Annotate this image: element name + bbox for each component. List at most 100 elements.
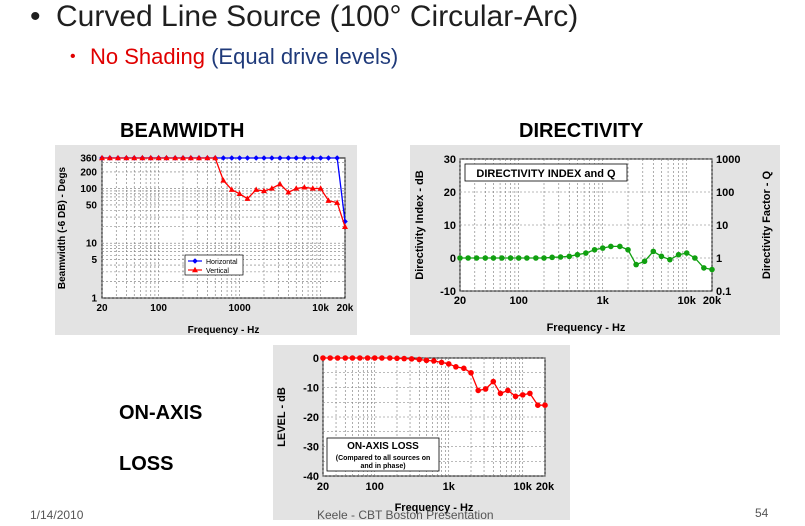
chart-subtitle-2: and in phase) (360, 463, 405, 470)
x-tick-label: 20k (536, 481, 555, 493)
beam-series-1-point (220, 177, 227, 183)
beam-series-1-point (285, 189, 292, 195)
directivity-title: DIRECTIVITY (519, 120, 644, 142)
loss-series-0-point (349, 355, 356, 361)
loss-series-0-point (461, 365, 467, 372)
loss-series-0-point (342, 355, 349, 361)
loss-series-0-point (482, 386, 489, 392)
di-series-0-point (599, 245, 606, 251)
y-axis-label: LEVEL - dB (276, 387, 288, 447)
x-tick-label: 100 (366, 481, 384, 493)
di-series-0-point (490, 255, 497, 261)
beam-series-1-point (261, 187, 267, 194)
y-tick-label: -40 (303, 471, 319, 483)
chart-title-box (326, 437, 440, 472)
beam-series-1-point (106, 154, 113, 161)
y-axis-label: Beamwidth (-6 DB) - Degs (57, 166, 68, 289)
y2-tick-label: 10 (716, 220, 728, 232)
loss-series-0-point (334, 355, 341, 361)
di-series-0-point (574, 251, 581, 258)
bullet-2-red-text: No Shading (90, 44, 205, 69)
beam-series-1-point (253, 186, 260, 192)
beam-series-0-point (220, 155, 227, 161)
loss-series-0-point (535, 402, 541, 408)
y-tick-label: 10 (86, 239, 98, 250)
beamwidth-title: BEAMWIDTH (120, 120, 245, 142)
x-axis-label: Frequency - Hz (188, 325, 260, 335)
di-series-0-point (557, 254, 564, 260)
chart-title-box (464, 163, 628, 182)
di-series-0-point (457, 255, 463, 261)
y-tick-label: 30 (444, 154, 456, 166)
onaxis-label-1: ON-AXIS (119, 402, 203, 424)
di-series-0-point (566, 253, 573, 260)
y-tick-label: 100 (80, 184, 97, 195)
y-axis-label: Directivity Index - dB (414, 170, 426, 279)
loss-series-0-point (453, 364, 459, 370)
chart-title: ON-AXIS LOSS (347, 441, 419, 452)
bullet-1-text: Curved Line Source (100° Circular-Arc) (56, 0, 579, 33)
loss-series-0-point (387, 355, 393, 361)
loss-series-0-point (423, 357, 430, 364)
x-tick-label: 100 (510, 295, 528, 307)
beam-series-1-point (147, 154, 154, 161)
beamwidth-chart: 20 100 1000 10k 20k 1 5 10 50 100 200 360 Frequency … (57, 154, 354, 337)
y2-tick-label: 1 (716, 253, 722, 265)
beam-series-1-point (268, 185, 275, 191)
loss-series-0-point (327, 355, 333, 361)
di-series-0-point (515, 255, 522, 261)
y-tick-label: -10 (440, 286, 456, 298)
di-series-0-point (533, 255, 539, 261)
beam-series-0-point (269, 155, 275, 161)
beam-series-1-point (293, 185, 300, 191)
loss-series-0-point (505, 387, 511, 394)
y-tick-label: 0 (313, 353, 319, 365)
beam-series-0-point (334, 155, 340, 161)
loss-series-0-point (379, 355, 385, 361)
loss-series-0-point (475, 387, 481, 394)
beam-series-1-point (187, 154, 194, 161)
x-axis-label: Frequency - Hz (395, 502, 474, 514)
di-series-0-point (541, 255, 547, 261)
di-series-0-point (507, 255, 514, 261)
y-tick-label: 0 (450, 253, 456, 265)
chart-title: DIRECTIVITY INDEX and Q (476, 168, 616, 180)
loss-series-0-point (371, 355, 378, 361)
legend-marker (192, 258, 198, 264)
x-tick-label: 10k (514, 481, 533, 493)
legend-label: Vertical (206, 268, 229, 275)
loss-series-0-point (364, 355, 371, 361)
di-series-0-point (591, 246, 598, 253)
beam-series-1-point (114, 154, 121, 161)
beam-series-1-point (301, 184, 308, 190)
beam-series-1-point (163, 154, 170, 161)
loss-series-0-point (394, 355, 400, 362)
loss-series-0-point (490, 378, 497, 385)
loss-series-0-point (438, 359, 445, 366)
beam-series-0-point (236, 155, 243, 161)
page-number: 54 (755, 506, 769, 520)
beam-series-1-point (212, 154, 219, 161)
beam-series-1-point (236, 190, 243, 196)
di-series-0-point (473, 255, 480, 261)
beam-series-1-point (195, 154, 202, 161)
di-series-0-point (633, 261, 639, 268)
y2-tick-label: 1000 (716, 154, 740, 166)
x-tick-label: 20 (96, 303, 108, 314)
beam-series-1-point (131, 154, 138, 161)
beam-series-1-point (228, 186, 235, 192)
beam-series-1-point (325, 197, 332, 203)
di-series-0-point (524, 255, 530, 261)
beamwidth-panel: 20 100 1000 10k 20k 1 5 10 50 100 200 360 Frequency … (55, 145, 357, 337)
y2-axis-label: Directivity Factor - Q (761, 170, 773, 279)
beam-series-1-point (139, 154, 146, 161)
beam-series-1-point (244, 195, 251, 201)
x-tick-label: 20 (317, 481, 329, 493)
beam-series-0-point (293, 155, 300, 161)
y-tick-label: 200 (80, 167, 97, 178)
y-tick-label: 20 (444, 187, 456, 199)
beam-series-1-point (180, 154, 186, 161)
beam-series-0-point (309, 155, 316, 161)
beam-series-1-point (204, 154, 211, 161)
di-series-0-point (608, 243, 614, 250)
